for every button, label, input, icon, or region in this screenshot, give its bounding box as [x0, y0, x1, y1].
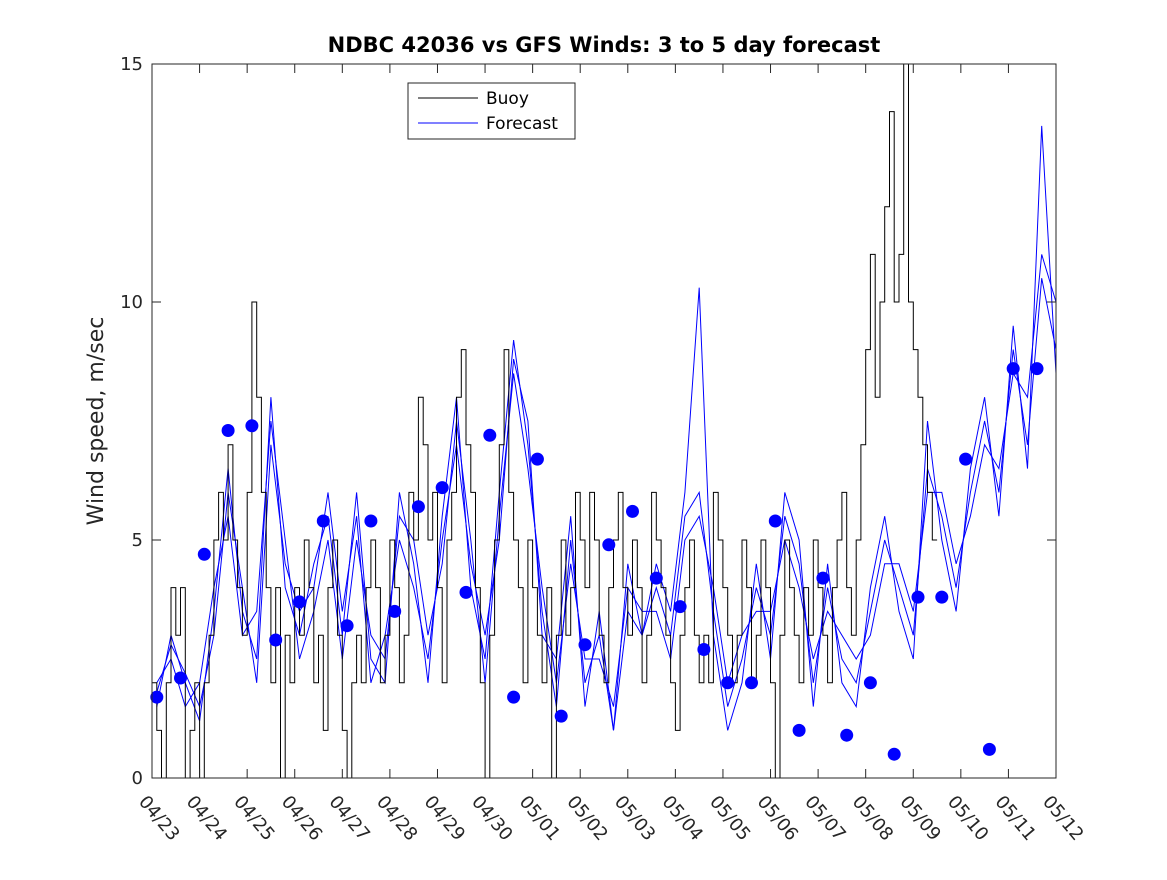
- forecast-marker: [245, 419, 259, 433]
- x-tick-label: 04/26: [277, 792, 326, 845]
- legend-box: [407, 82, 576, 140]
- forecast-marker: [340, 619, 354, 633]
- forecast-marker: [1006, 362, 1020, 376]
- forecast-marker: [388, 604, 402, 618]
- forecast-marker: [673, 600, 687, 614]
- forecast-marker: [507, 690, 521, 704]
- x-tick-label: 04/28: [372, 792, 421, 845]
- x-tick-label: 04/25: [229, 792, 278, 845]
- x-tick-label: 05/05: [705, 792, 754, 845]
- x-tick-label: 05/10: [943, 792, 992, 845]
- forecast-marker: [745, 676, 758, 690]
- forecast-marker: [840, 728, 854, 742]
- forecast-marker: [411, 500, 425, 514]
- y-axis: 0 5 10 15: [120, 54, 1056, 789]
- forecast-marker: [768, 514, 782, 528]
- forecast-marker: [887, 747, 901, 761]
- x-tick-label: 05/04: [658, 792, 707, 845]
- forecast-marker: [982, 742, 996, 756]
- x-tick-label: 04/24: [182, 792, 231, 845]
- x-tick-label: 05/02: [562, 792, 611, 845]
- forecast-marker: [1030, 362, 1044, 376]
- forecast-marker: [459, 585, 473, 599]
- forecast-marker: [959, 452, 973, 466]
- y-tick-label: 10: [120, 292, 143, 313]
- x-tick-label: 05/09: [895, 792, 944, 845]
- forecast-marker: [554, 709, 568, 723]
- legend: Buoy Forecast: [407, 82, 576, 140]
- forecast-marker: [602, 538, 616, 552]
- x-tick-label: 05/11: [991, 792, 1040, 845]
- forecast-line-3: [156, 125, 1057, 731]
- legend-buoy-label: Buoy: [486, 89, 529, 109]
- y-tick-label: 5: [132, 530, 143, 551]
- forecast-marker: [863, 676, 877, 690]
- forecast-marker: [792, 723, 806, 737]
- x-tick-label: 05/01: [515, 792, 564, 845]
- forecast-marker: [935, 590, 949, 604]
- x-tick-label: 04/23: [134, 792, 183, 845]
- x-tick-label: 05/07: [800, 792, 849, 845]
- forecast-marker: [150, 690, 164, 704]
- x-tick-label: 04/27: [324, 792, 373, 845]
- x-tick-label: 05/06: [753, 792, 802, 845]
- forecast-marker: [197, 547, 211, 561]
- y-tick-label: 0: [132, 768, 143, 789]
- forecast-marker: [483, 428, 497, 442]
- chart-title: NDBC 42036 vs GFS Winds: 3 to 5 day fore…: [328, 33, 881, 57]
- forecast-marker: [530, 452, 544, 466]
- legend-forecast-label: Forecast: [486, 114, 558, 134]
- x-tick-label: 05/12: [1038, 792, 1087, 845]
- forecast-marker: [221, 424, 235, 437]
- forecast-marker: [269, 633, 283, 647]
- forecast-markers: [150, 362, 1044, 761]
- forecast-marker: [293, 595, 306, 609]
- forecast-marker: [911, 590, 925, 604]
- y-tick-label: 15: [120, 54, 143, 75]
- x-tick-label: 04/30: [467, 792, 516, 845]
- x-tick-label: 05/03: [610, 792, 659, 845]
- forecast-marker: [578, 638, 592, 652]
- forecast-marker: [721, 676, 735, 690]
- forecast-marker: [626, 504, 639, 518]
- x-tick-label: 05/08: [848, 792, 897, 845]
- forecast-marker: [174, 671, 187, 685]
- forecast-marker: [364, 514, 378, 528]
- forecast-marker: [316, 514, 330, 528]
- forecast-marker: [435, 481, 449, 495]
- forecast-marker: [816, 571, 830, 585]
- y-axis-label: Wind speed, m/sec: [84, 317, 109, 526]
- forecast-marker: [649, 571, 663, 585]
- x-tick-label: 04/29: [420, 792, 469, 845]
- forecast-marker: [697, 643, 711, 656]
- plot-frame: [151, 63, 1057, 779]
